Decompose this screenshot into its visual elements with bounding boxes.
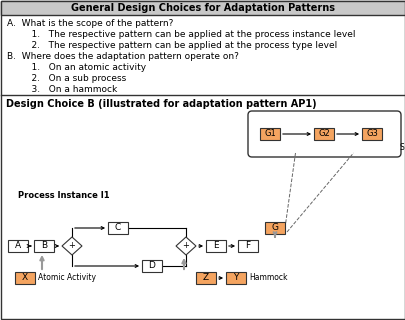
Text: B.  Where does the adaptation pattern operate on?: B. Where does the adaptation pattern ope… <box>7 52 238 61</box>
Bar <box>8 240 28 252</box>
Bar <box>237 240 257 252</box>
FancyBboxPatch shape <box>247 111 400 157</box>
Text: Atomic Activity: Atomic Activity <box>38 274 96 283</box>
Polygon shape <box>62 237 82 255</box>
Text: Hammock: Hammock <box>248 274 287 283</box>
Text: +: + <box>182 242 189 251</box>
Bar <box>15 272 35 284</box>
Bar <box>313 128 333 140</box>
Text: 2.   The respective pattern can be applied at the process type level: 2. The respective pattern can be applied… <box>20 41 337 50</box>
Text: 1.   The respective pattern can be applied at the process instance level: 1. The respective pattern can be applied… <box>20 30 355 39</box>
Text: E: E <box>213 242 218 251</box>
Bar <box>1 1 404 15</box>
Text: 2.   On a sub process: 2. On a sub process <box>20 74 126 83</box>
Text: A: A <box>15 242 21 251</box>
Bar <box>361 128 381 140</box>
Bar <box>142 260 162 272</box>
Text: Process Instance I1: Process Instance I1 <box>18 191 109 201</box>
Text: X: X <box>22 274 28 283</box>
Text: General Design Choices for Adaptation Patterns: General Design Choices for Adaptation Pa… <box>71 3 334 13</box>
Text: G2: G2 <box>318 130 329 139</box>
Bar <box>264 222 284 234</box>
Polygon shape <box>175 237 196 255</box>
Bar <box>226 272 245 284</box>
Text: C: C <box>115 223 121 233</box>
Bar <box>108 222 128 234</box>
Text: 1.   On an atomic activity: 1. On an atomic activity <box>20 63 146 72</box>
Text: 3.   On a hammock: 3. On a hammock <box>20 85 117 94</box>
Text: G3: G3 <box>365 130 377 139</box>
Text: Design Choice B (illustrated for adaptation pattern AP1): Design Choice B (illustrated for adaptat… <box>6 99 316 109</box>
Text: G1: G1 <box>264 130 275 139</box>
Bar <box>205 240 226 252</box>
Text: Y: Y <box>233 274 238 283</box>
Text: +: + <box>68 242 75 251</box>
Text: Sub Process: Sub Process <box>399 142 405 151</box>
Bar <box>196 272 215 284</box>
Text: F: F <box>245 242 250 251</box>
Text: A.  What is the scope of the pattern?: A. What is the scope of the pattern? <box>7 19 173 28</box>
Text: B: B <box>41 242 47 251</box>
Bar <box>259 128 279 140</box>
Bar <box>34 240 54 252</box>
Text: G: G <box>271 223 278 233</box>
Text: Z: Z <box>202 274 209 283</box>
Text: D: D <box>148 261 155 270</box>
